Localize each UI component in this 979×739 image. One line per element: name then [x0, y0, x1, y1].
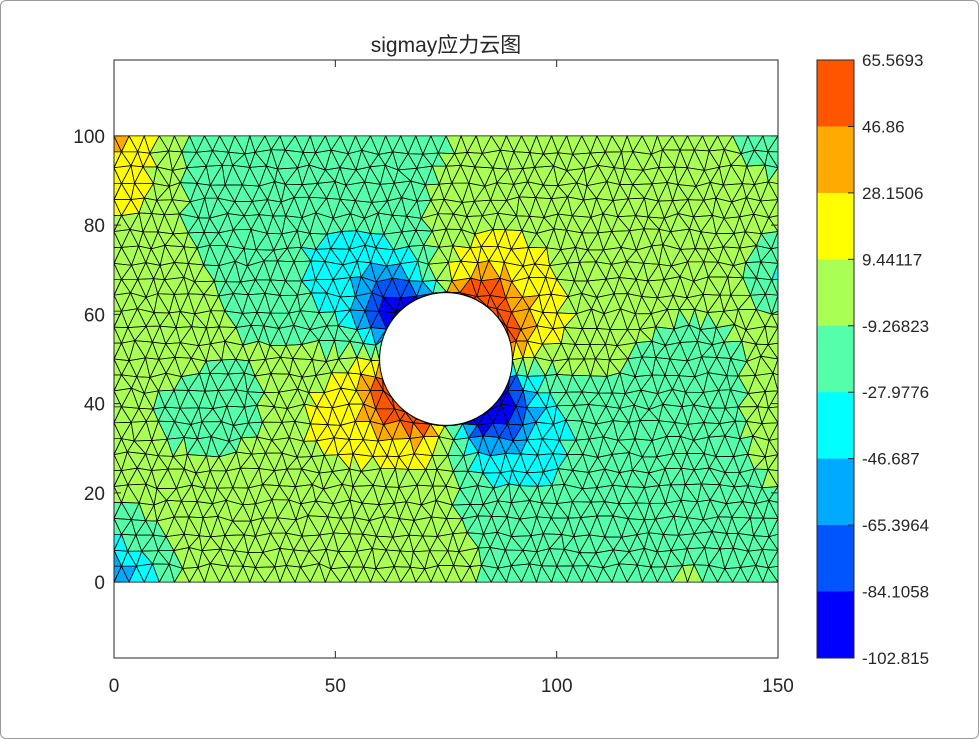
contour-fill-layer	[114, 134, 778, 584]
